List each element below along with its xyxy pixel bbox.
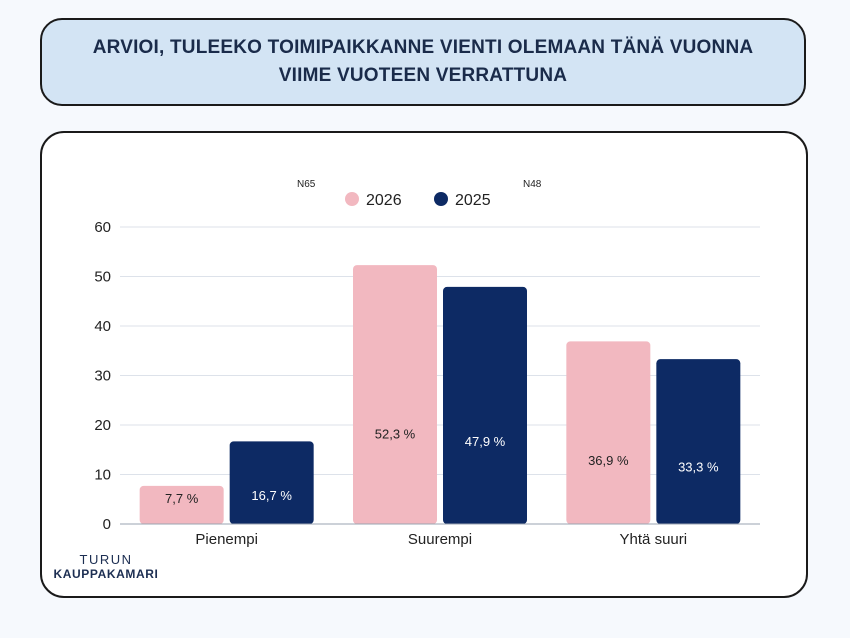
x-tick-label: Suurempi [408, 531, 472, 548]
bar-2026 [353, 265, 437, 524]
legend-marker-2025 [434, 192, 448, 206]
data-label: 47,9 % [465, 434, 506, 449]
data-label: 16,7 % [251, 488, 292, 503]
data-label: 52,3 % [375, 426, 416, 441]
bar-2026 [566, 341, 651, 524]
y-tick-label: 50 [94, 269, 111, 286]
legend-label-2025: 2025 [455, 192, 491, 209]
chart-title: ARVIOI, TULEEKO TOIMIPAIKKANNE VIENTI OL… [92, 37, 754, 86]
y-tick-label: 40 [94, 318, 111, 335]
y-tick-label: 60 [94, 219, 111, 236]
y-tick-label: 20 [94, 417, 111, 434]
title-banner: ARVIOI, TULEEKO TOIMIPAIKKANNE VIENTI OL… [40, 18, 806, 106]
logo-background [66, 546, 178, 586]
y-tick-label: 30 [94, 368, 111, 385]
note-n2025: N48 [523, 179, 542, 190]
y-tick-label: 10 [94, 467, 111, 484]
legend-label-2026: 2026 [366, 192, 402, 209]
bar-2026 [139, 485, 224, 524]
legend: N65 N48 2026 2025 [297, 179, 542, 209]
data-label: 36,9 % [588, 453, 629, 468]
x-tick-label: Yhtä suuri [620, 531, 688, 548]
y-tick-label: 0 [103, 516, 111, 533]
logo-text-kauppakamari: KAUPPAKAMARI [53, 567, 159, 581]
data-label: 7,7 % [165, 491, 199, 506]
x-axis: Pienempi Suurempi Yhtä suuri [120, 523, 760, 548]
bar-2025 [656, 359, 741, 524]
y-axis: 0 10 20 30 40 50 60 [94, 219, 111, 533]
bar-2025 [229, 441, 314, 524]
data-label: 33,3 % [678, 459, 719, 474]
legend-marker-2026 [345, 192, 359, 206]
note-n2026: N65 [297, 179, 316, 190]
bars: 7,7 % 16,7 % 52,3 % 47,9 % 36,9 % 33,3 % [139, 265, 741, 524]
bar-2025 [443, 286, 527, 524]
x-tick-label: Pienempi [195, 531, 258, 548]
logo-text-turun: TURUN [79, 552, 133, 567]
